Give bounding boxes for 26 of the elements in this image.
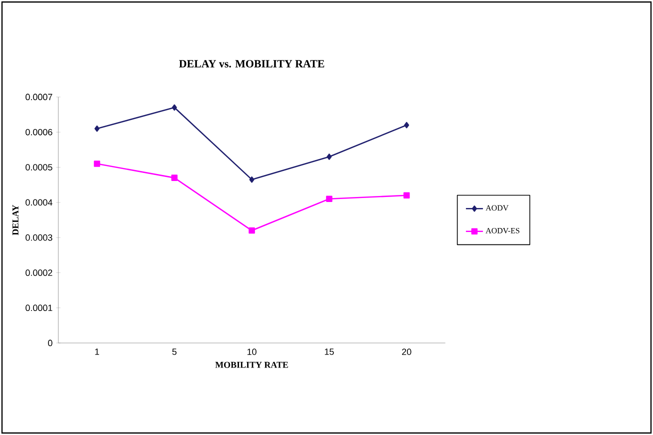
x-tick-label: 15	[324, 348, 334, 355]
point	[249, 176, 254, 183]
point	[94, 125, 100, 132]
x-axis-title: MOBILITY RATE	[215, 362, 288, 368]
x-tick-label: 5	[172, 348, 177, 355]
point	[172, 104, 177, 111]
point	[171, 174, 178, 181]
point	[404, 122, 410, 128]
y-tick-label: 0.0002	[26, 270, 52, 276]
chart-title: DELAY vs. MOBILITY RATE	[179, 60, 324, 68]
y-tick-label: 0.0001	[26, 304, 52, 312]
x-tick-label: 1	[95, 348, 100, 355]
point	[248, 227, 255, 234]
x-tick-label: 10	[248, 348, 256, 355]
y-axis-title: DELAY	[12, 204, 18, 236]
point	[326, 154, 332, 160]
y-tick-label: 0.0005	[26, 164, 52, 170]
x-tick-label: 20	[402, 348, 412, 355]
y-tick-label: 0.0003	[26, 234, 52, 241]
point	[94, 160, 100, 167]
y-tick-label: 0.0004	[26, 199, 52, 206]
y-tick-label: 0	[48, 340, 52, 346]
y-tick-label: 0.0006	[26, 128, 52, 136]
point	[326, 196, 332, 202]
point	[403, 192, 410, 199]
y-tick-label: 0.0007	[26, 94, 52, 100]
